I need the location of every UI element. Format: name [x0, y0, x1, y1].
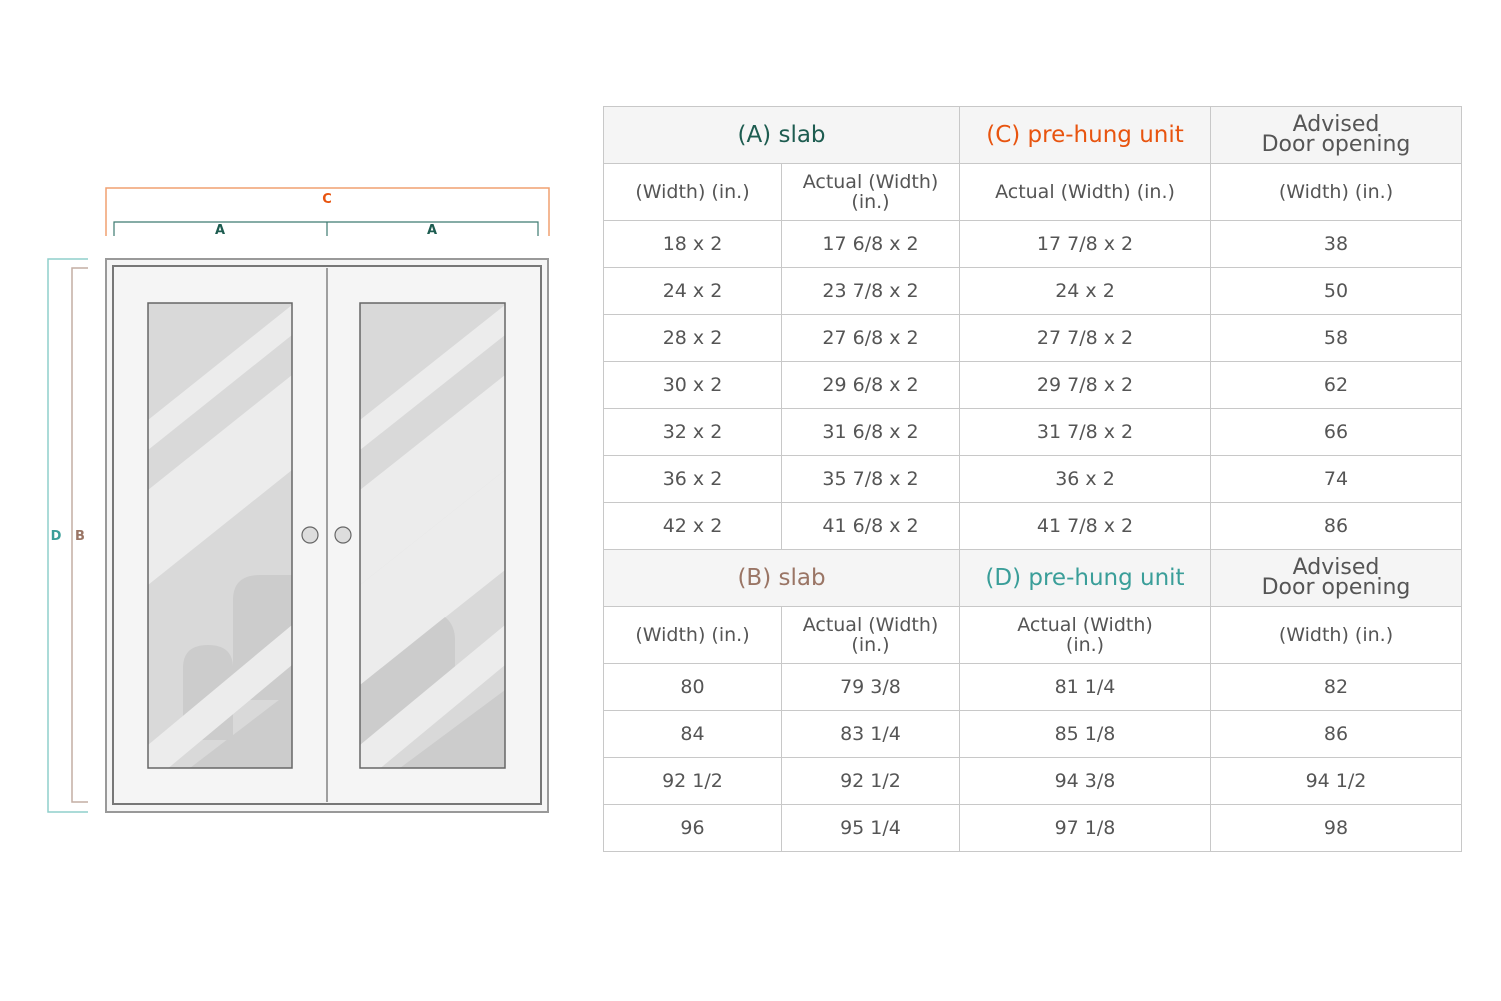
- header-d-prehung: (D) pre-hung unit: [959, 549, 1211, 607]
- header-advised: Advised Door opening: [1210, 549, 1462, 607]
- table-cell: 29 6/8 x 2: [781, 361, 960, 409]
- sub-header: (Width) (in.): [603, 163, 782, 221]
- dimension-d: [47, 258, 88, 813]
- group-header-row: (B) slab (D) pre-hung unit Advised Door o…: [603, 549, 1462, 607]
- sub-header: Actual (Width) (in.): [959, 163, 1211, 221]
- table-cell: 84: [603, 710, 782, 758]
- table-cell: 92 1/2: [781, 757, 960, 805]
- table-cell: 35 7/8 x 2: [781, 455, 960, 503]
- table-cell: 27 7/8 x 2: [959, 314, 1211, 362]
- table-cell: 36 x 2: [959, 455, 1211, 503]
- table-cell: 41 6/8 x 2: [781, 502, 960, 550]
- table-cell: 86: [1210, 502, 1462, 550]
- header-c-prehung: (C) pre-hung unit: [959, 106, 1211, 164]
- table-row: 42 x 2 41 6/8 x 2 41 7/8 x 2 86: [603, 502, 1462, 550]
- sub-header: Actual (Width) (in.): [781, 606, 960, 664]
- table-cell: 17 7/8 x 2: [959, 220, 1211, 268]
- label-a-right: A: [427, 223, 437, 238]
- label-b: B: [75, 529, 85, 544]
- table-cell: 23 7/8 x 2: [781, 267, 960, 315]
- table-cell: 27 6/8 x 2: [781, 314, 960, 362]
- table-cell: 32 x 2: [603, 408, 782, 456]
- table-cell: 86: [1210, 710, 1462, 758]
- dimension-b: [71, 267, 88, 803]
- table-cell: 96: [603, 804, 782, 852]
- header-b-slab: (B) slab: [603, 549, 960, 607]
- door-knob-left: [301, 526, 319, 544]
- advised-line1: Advised: [1292, 555, 1380, 580]
- table-row: 96 95 1/4 97 1/8 98: [603, 804, 1462, 852]
- sub-header: (Width) (in.): [603, 606, 782, 664]
- label-c: C: [322, 192, 332, 207]
- advised-line2: Door opening: [1261, 575, 1411, 600]
- dimension-c: [105, 187, 550, 236]
- table-row: 92 1/2 92 1/2 94 3/8 94 1/2: [603, 757, 1462, 805]
- table-cell: 18 x 2: [603, 220, 782, 268]
- table-row: 18 x 2 17 6/8 x 2 17 7/8 x 2 38: [603, 220, 1462, 268]
- table-row: 30 x 2 29 6/8 x 2 29 7/8 x 2 62: [603, 361, 1462, 409]
- table-row: 36 x 2 35 7/8 x 2 36 x 2 74: [603, 455, 1462, 503]
- table-row: 80 79 3/8 81 1/4 82: [603, 663, 1462, 711]
- table-cell: 28 x 2: [603, 314, 782, 362]
- table-cell: 30 x 2: [603, 361, 782, 409]
- glass-panel-left: [147, 302, 293, 769]
- header-a-slab: (A) slab: [603, 106, 960, 164]
- table-cell: 66: [1210, 408, 1462, 456]
- sub-header: (Width) (in.): [1210, 163, 1462, 221]
- table-row: 24 x 2 23 7/8 x 2 24 x 2 50: [603, 267, 1462, 315]
- table-cell: 85 1/8: [959, 710, 1211, 758]
- table-cell: 31 7/8 x 2: [959, 408, 1211, 456]
- label-d: D: [51, 529, 62, 544]
- door-knob-right: [334, 526, 352, 544]
- door-diagram: C A A D B: [47, 187, 550, 813]
- table-cell: 98: [1210, 804, 1462, 852]
- table-cell: 74: [1210, 455, 1462, 503]
- table-cell: 17 6/8 x 2: [781, 220, 960, 268]
- table-cell: 31 6/8 x 2: [781, 408, 960, 456]
- sub-header: (Width) (in.): [1210, 606, 1462, 664]
- dimension-a: [113, 221, 539, 236]
- label-a-left: A: [215, 223, 225, 238]
- table-cell: 36 x 2: [603, 455, 782, 503]
- table-row: 32 x 2 31 6/8 x 2 31 7/8 x 2 66: [603, 408, 1462, 456]
- table-cell: 50: [1210, 267, 1462, 315]
- advised-line1: Advised: [1292, 112, 1380, 137]
- header-advised: Advised Door opening: [1210, 106, 1462, 164]
- door-size-table: (A) slab (C) pre-hung unit Advised Door o…: [603, 106, 1462, 852]
- glass-panel-right: [359, 302, 506, 769]
- table-cell: 58: [1210, 314, 1462, 362]
- table-cell: 80: [603, 663, 782, 711]
- table-cell: 94 1/2: [1210, 757, 1462, 805]
- table-cell: 97 1/8: [959, 804, 1211, 852]
- table-row: 84 83 1/4 85 1/8 86: [603, 710, 1462, 758]
- sub-header-row: (Width) (in.) Actual (Width) (in.) Actua…: [603, 163, 1462, 221]
- table-cell: 95 1/4: [781, 804, 960, 852]
- table-cell: 24 x 2: [959, 267, 1211, 315]
- sub-header: Actual (Width) (in.): [959, 606, 1211, 664]
- table-cell: 82: [1210, 663, 1462, 711]
- sub-header: Actual (Width) (in.): [781, 163, 960, 221]
- table-row: 28 x 2 27 6/8 x 2 27 7/8 x 2 58: [603, 314, 1462, 362]
- table-cell: 92 1/2: [603, 757, 782, 805]
- table-cell: 94 3/8: [959, 757, 1211, 805]
- table-cell: 41 7/8 x 2: [959, 502, 1211, 550]
- table-cell: 62: [1210, 361, 1462, 409]
- table-cell: 38: [1210, 220, 1462, 268]
- table-cell: 79 3/8: [781, 663, 960, 711]
- table-cell: 83 1/4: [781, 710, 960, 758]
- advised-line2: Door opening: [1261, 132, 1411, 157]
- sub-header-row: (Width) (in.) Actual (Width) (in.) Actua…: [603, 606, 1462, 664]
- table-cell: 29 7/8 x 2: [959, 361, 1211, 409]
- table-cell: 81 1/4: [959, 663, 1211, 711]
- table-cell: 24 x 2: [603, 267, 782, 315]
- table-cell: 42 x 2: [603, 502, 782, 550]
- group-header-row: (A) slab (C) pre-hung unit Advised Door o…: [603, 106, 1462, 164]
